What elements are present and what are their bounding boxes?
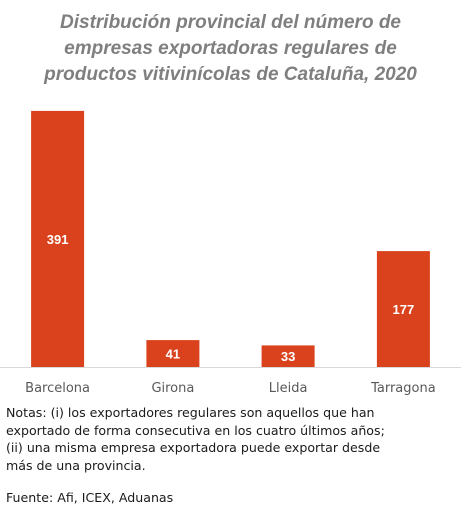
notes-line-4: más de una provincia. [6, 457, 146, 473]
x-tick-label-lleida: Lleida [269, 381, 308, 396]
data-label-barcelona: 391 [47, 232, 69, 247]
chart-source: Fuente: Afi, ICEX, Aduanas [6, 490, 174, 505]
data-label-lleida: 33 [281, 349, 295, 364]
bar-tarragona [376, 251, 430, 367]
chart-notes: Notas: (i) los exportadores regulares so… [6, 404, 458, 474]
chart-title-line-3: productos vitivinícolas de Cataluña, 202… [44, 64, 417, 85]
notes-line-1: Notas: (i) los exportadores regulares so… [6, 405, 375, 420]
bar-barcelona [31, 110, 85, 368]
x-tick-label-girona: Girona [151, 381, 194, 396]
bar-girona [146, 340, 200, 367]
bar-chart: 391 Barcelona 41 Girona 33 Lleida 177 Tarragona [0, 110, 461, 396]
data-label-girona: 41 [166, 347, 180, 362]
chart-title-line-2: empresas exportadoras regulares de [64, 38, 397, 59]
data-label-tarragona: 177 [393, 302, 415, 317]
chart-title-line-1: Distribución provincial del número de [60, 12, 401, 33]
x-tick-label-tarragona: Tarragona [370, 381, 436, 396]
notes-line-2: exportado de forma consecutiva en los cu… [6, 422, 385, 438]
chart-title: Distribución provincial del número de em… [0, 10, 461, 88]
notes-line-3: (ii) una misma empresa exportadora puede… [6, 440, 381, 455]
x-tick-label-barcelona: Barcelona [25, 381, 90, 396]
bar-lleida [261, 345, 315, 367]
